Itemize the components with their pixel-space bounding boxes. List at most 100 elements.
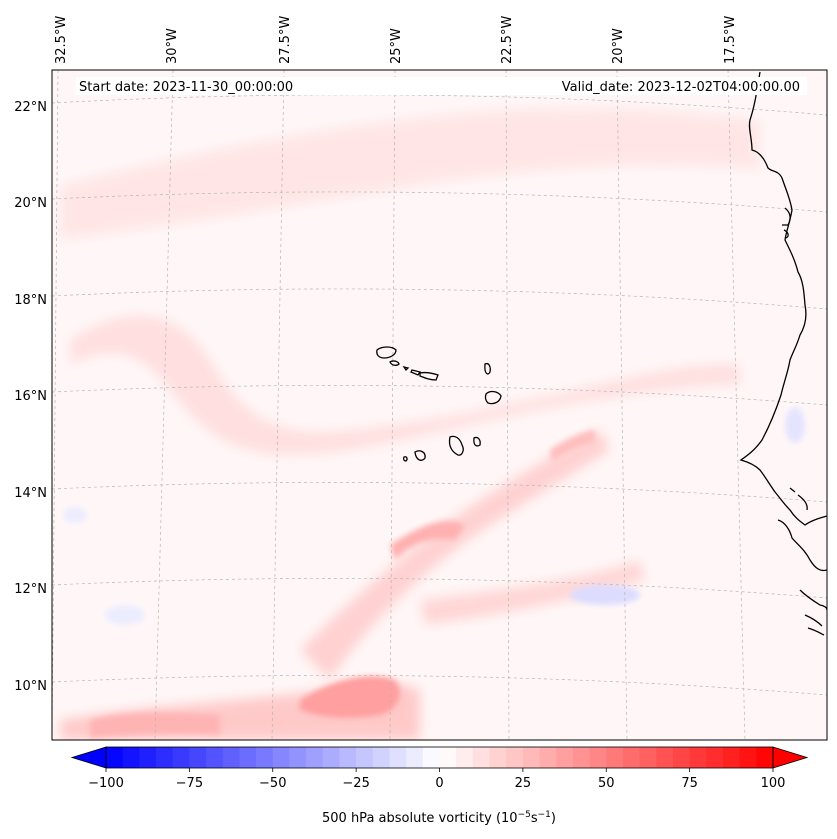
colorbar-cell — [406, 747, 424, 768]
valid-date: Valid_date: 2023-12-02T04:00:00.00 — [562, 80, 800, 95]
lat-label-12n: 12°N — [14, 582, 47, 597]
start-date: Start date: 2023-11-30_00:00:00 — [79, 80, 293, 95]
colorbar-cell — [672, 747, 691, 768]
lon-label-27-5w: 27.5°W — [278, 16, 293, 64]
island-sal-west — [419, 371, 439, 381]
colorbar-ticks: −100 −75 −50 −25 0 25 50 75 100 — [88, 768, 785, 791]
colorbar-tick-label: 75 — [681, 776, 698, 791]
africa-coastline — [739, 71, 827, 526]
lat-label-20n: 20°N — [14, 196, 47, 211]
canary-coast-detail — [782, 207, 791, 239]
island-sao-nicolau — [410, 369, 422, 376]
colorbar-cell — [139, 747, 157, 768]
colorbar-cell — [572, 747, 591, 768]
colorbar-cell — [239, 747, 257, 768]
colorbar-extend-high — [772, 746, 809, 769]
colorbar: −100 −75 −50 −25 0 25 50 75 100 500 hPa absolute… — [70, 746, 809, 826]
island-maio — [473, 436, 481, 447]
colorbar-cell — [256, 747, 274, 768]
colorbar-cell — [356, 747, 374, 768]
lat-label-10n: 10°N — [14, 679, 47, 694]
lat-label-16n: 16°N — [14, 389, 47, 404]
colorbar-cell — [556, 747, 574, 768]
colorbar-tick-label: −25 — [342, 776, 369, 791]
colorbar-tick-label: 50 — [598, 776, 615, 791]
river-mouth — [789, 487, 808, 511]
colorbar-cell — [306, 747, 324, 768]
vorticity-band-north — [60, 107, 760, 240]
colorbar-cell — [372, 747, 391, 768]
colorbar-cell — [389, 747, 407, 768]
colorbar-tick-label: −100 — [88, 776, 124, 791]
colorbar-cell — [622, 747, 641, 768]
colorbar-cell — [756, 747, 774, 768]
colorbar-cell — [106, 747, 124, 768]
island-sao-vicente — [389, 360, 400, 366]
map-frame — [51, 69, 828, 741]
colorbar-tick-label: −75 — [176, 776, 203, 791]
colorbar-cell — [656, 747, 674, 768]
island-boa-vista — [484, 390, 502, 405]
vorticity-core-southwest — [90, 712, 220, 738]
island-brava — [402, 456, 408, 462]
colorbar-tick-label: 100 — [761, 776, 786, 791]
longitude-labels: 32.5°W 30°W 27.5°W 25°W 22.5°W 20°W 17.5… — [54, 16, 738, 64]
colorbar-cell — [722, 747, 741, 768]
colorbar-cell — [639, 747, 657, 768]
lat-label-22n: 22°N — [14, 100, 47, 115]
lon-label-22-5w: 22.5°W — [500, 16, 515, 64]
lon-label-25w: 25°W — [389, 28, 404, 64]
colorbar-cell — [589, 747, 607, 768]
island-santiago — [448, 435, 464, 456]
colorbar-cell — [289, 747, 307, 768]
vorticity-band-central — [70, 315, 740, 455]
map-panel: Start date: 2023-11-30_00:00:00 Valid_da… — [52, 70, 827, 740]
lat-label-18n: 18°N — [14, 293, 47, 308]
colorbar-cell — [439, 747, 457, 768]
lon-label-17-5w: 17.5°W — [723, 16, 738, 64]
colorbar-cell — [489, 747, 507, 768]
lon-label-32-5w: 32.5°W — [54, 16, 69, 64]
island-fogo — [414, 450, 426, 461]
lon-label-30w: 30°W — [165, 28, 180, 64]
vorticity-negative-patch-3 — [105, 605, 145, 625]
colorbar-cell — [606, 747, 624, 768]
colorbar-cell — [189, 747, 207, 768]
colorbar-cell — [706, 747, 724, 768]
vorticity-negative-patch-4 — [63, 507, 87, 523]
colorbar-cell — [689, 747, 707, 768]
vorticity-core-south — [300, 676, 400, 718]
colorbar-cell — [506, 747, 524, 768]
colorbar-cell — [339, 747, 357, 768]
vorticity-filament-1 — [390, 521, 465, 560]
island-santo-antao — [376, 346, 397, 359]
colorbar-cell — [272, 747, 291, 768]
latitude-labels: 22°N 20°N 18°N 16°N 14°N 12°N 10°N — [14, 100, 47, 694]
coastlines — [376, 71, 827, 636]
colorbar-cell — [472, 747, 491, 768]
graticule — [52, 70, 827, 740]
colorbar-cell — [322, 747, 341, 768]
vorticity-negative-patch-2 — [785, 407, 805, 443]
vorticity-negative-patch-1 — [570, 585, 640, 605]
date-banner — [76, 77, 807, 95]
colorbar-cell — [539, 747, 557, 768]
colorbar-cell — [156, 747, 174, 768]
colorbar-cells — [106, 747, 774, 768]
colorbar-tick-label: 0 — [435, 776, 443, 791]
colorbar-cell — [222, 747, 241, 768]
colorbar-cell — [172, 747, 190, 768]
vorticity-filament-2 — [550, 430, 595, 462]
island-sal — [484, 362, 491, 375]
lon-label-20w: 20°W — [611, 28, 626, 64]
colorbar-cell — [206, 747, 224, 768]
colorbar-cell — [522, 747, 541, 768]
vorticity-field — [60, 107, 805, 740]
colorbar-cell — [422, 747, 441, 768]
colorbar-label: 500 hPa absolute vorticity (10−5s−1) — [322, 810, 556, 826]
colorbar-cell — [739, 747, 757, 768]
colorbar-tick-label: 25 — [515, 776, 532, 791]
senegal-coast — [777, 519, 827, 636]
colorbar-extend-low — [70, 746, 107, 769]
